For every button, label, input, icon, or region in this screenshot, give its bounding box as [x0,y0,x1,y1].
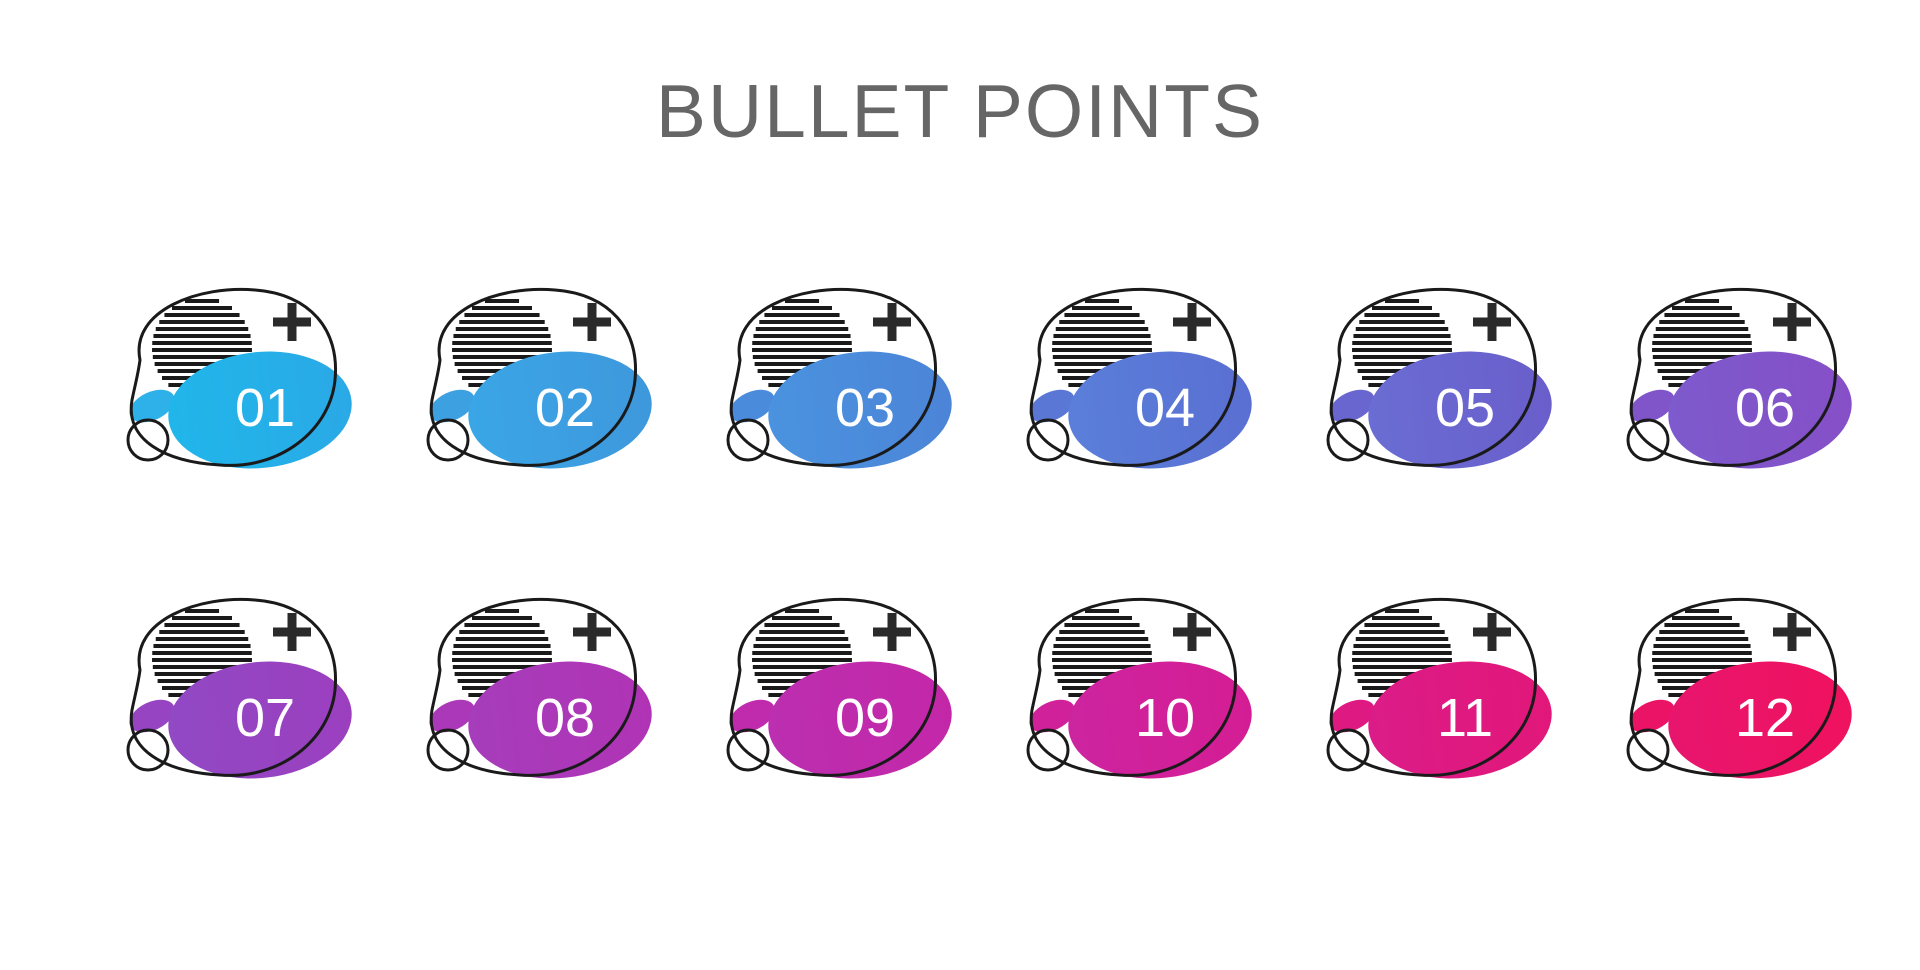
page-title: BULLET POINTS [0,68,1920,154]
ring-icon [128,730,168,770]
ring-icon [428,420,468,460]
bullet-item: 04 [1010,280,1250,480]
bullet-number: 05 [1415,381,1515,435]
bullet-number: 10 [1115,691,1215,745]
plus-icon [873,303,911,341]
bullet-number: 02 [515,381,615,435]
bullet-number: 11 [1415,691,1515,745]
ring-icon [1328,730,1368,770]
ring-icon [1628,420,1668,460]
bullet-number: 01 [215,381,315,435]
plus-icon [873,613,911,651]
bullet-number: 07 [215,691,315,745]
bullet-number: 09 [815,691,915,745]
plus-icon [573,303,611,341]
plus-icon [573,613,611,651]
plus-icon [273,613,311,651]
page: BULLET POINTS 01 [0,0,1920,970]
ring-icon [128,420,168,460]
plus-icon [1473,613,1511,651]
bullet-number: 03 [815,381,915,435]
bullet-number: 04 [1115,381,1215,435]
plus-icon [1773,303,1811,341]
plus-icon [273,303,311,341]
ring-icon [1028,730,1068,770]
bullet-item: 12 [1610,590,1850,790]
bullet-item: 08 [410,590,650,790]
ring-icon [1628,730,1668,770]
ring-icon [728,420,768,460]
bullet-number: 12 [1715,691,1815,745]
plus-icon [1773,613,1811,651]
bullet-grid: 01 02 [110,280,1810,790]
bullet-item: 11 [1310,590,1550,790]
plus-icon [1173,613,1211,651]
bullet-number: 06 [1715,381,1815,435]
bullet-number: 08 [515,691,615,745]
plus-icon [1473,303,1511,341]
bullet-item: 10 [1010,590,1250,790]
ring-icon [1028,420,1068,460]
bullet-item: 05 [1310,280,1550,480]
bullet-item: 01 [110,280,350,480]
ring-icon [728,730,768,770]
ring-icon [1328,420,1368,460]
plus-icon [1173,303,1211,341]
ring-icon [428,730,468,770]
bullet-item: 09 [710,590,950,790]
bullet-item: 07 [110,590,350,790]
bullet-item: 02 [410,280,650,480]
bullet-item: 03 [710,280,950,480]
bullet-item: 06 [1610,280,1850,480]
